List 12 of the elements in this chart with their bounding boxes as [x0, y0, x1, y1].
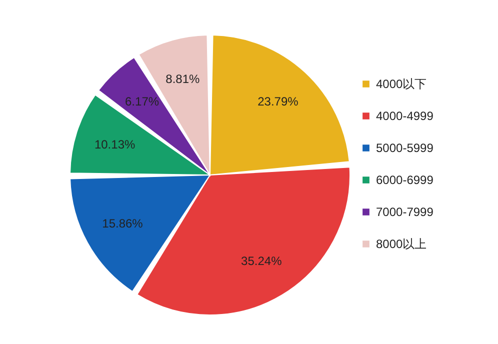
data-label: 6.17%	[125, 94, 160, 109]
data-label: 23.79%	[258, 94, 299, 109]
legend-label: 6000-6999	[376, 173, 434, 187]
data-label: 35.24%	[241, 254, 282, 268]
legend-label: 4000以下	[376, 77, 427, 91]
data-label: 8.81%	[166, 72, 200, 86]
legend-label: 8000以上	[376, 237, 427, 251]
legend-label: 5000-5999	[376, 141, 434, 155]
legend-label: 7000-7999	[376, 205, 434, 219]
data-label: 15.86%	[102, 216, 144, 230]
legend-label: 4000-4999	[376, 109, 434, 123]
data-label: 10.13%	[94, 137, 136, 152]
